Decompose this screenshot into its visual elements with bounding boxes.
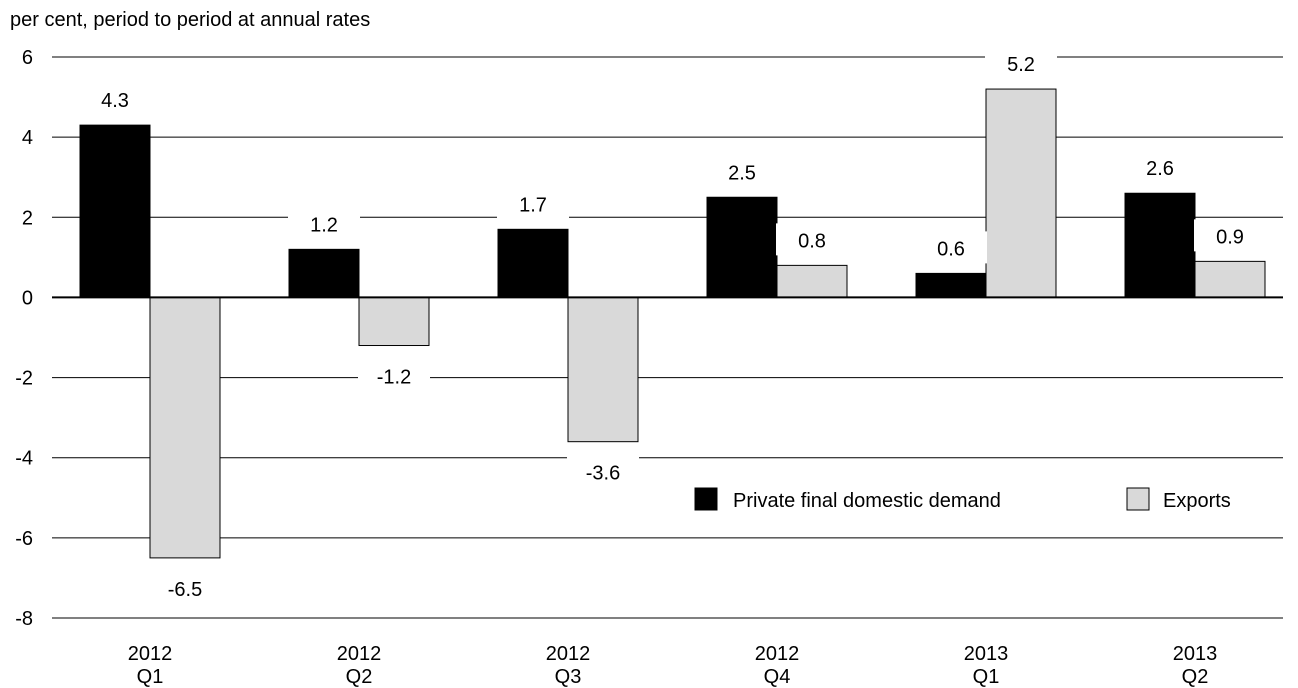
value-label: -6.5 [168, 579, 202, 601]
value-labels: 4.3 1.2 1.7 2.5 0.6 2.6 -6.5 -1.2 -3.6 0.8 5.2 0.9 [79, 47, 1266, 604]
bar-private-final-domestic-demand [1124, 192, 1196, 298]
y-tick-labels: 6 4 2 0 -2 -4 -6 -8 [15, 47, 33, 630]
x-tick-label-year: 2012 [128, 643, 173, 665]
value-label-bg [776, 223, 848, 256]
x-tick-label-year: 2012 [755, 643, 800, 665]
legend-label: Private final domestic demand [733, 490, 1001, 512]
y-axis-title: per cent, period to period at annual rat… [10, 9, 370, 31]
legend-label: Exports [1163, 490, 1231, 512]
bar-exports [358, 296, 430, 347]
value-label-bg [288, 207, 360, 240]
x-tick-label-quarter: Q4 [764, 666, 791, 688]
value-label-bg [497, 187, 569, 220]
bar-private-final-domestic-demand [288, 248, 360, 298]
x-tick-label-quarter: Q2 [1182, 666, 1209, 688]
x-tick-label-year: 2012 [337, 643, 382, 665]
x-tick-label-quarter: Q1 [973, 666, 1000, 688]
bars [79, 88, 1266, 559]
bar-exports [1194, 260, 1266, 298]
y-tick-label: -2 [15, 368, 33, 390]
gridlines [52, 56, 1283, 619]
bar-private-final-domestic-demand [79, 124, 151, 298]
value-label: 0.9 [1216, 226, 1244, 248]
value-label: 4.3 [101, 90, 129, 112]
value-label-bg [985, 47, 1057, 80]
y-tick-label: -4 [15, 448, 33, 470]
value-label-bg [149, 571, 221, 604]
x-tick-label-year: 2012 [546, 643, 591, 665]
value-label: 2.5 [728, 162, 756, 184]
y-tick-label: -8 [15, 608, 33, 630]
value-label: 1.7 [519, 194, 547, 216]
value-label: 0.6 [937, 238, 965, 260]
y-tick-label: 0 [22, 287, 33, 309]
value-label-bg [915, 231, 987, 264]
y-tick-label: 6 [22, 47, 33, 69]
x-tick-label-year: 2013 [964, 643, 1009, 665]
value-label: -1.2 [377, 367, 411, 389]
x-tick-label-quarter: Q3 [555, 666, 582, 688]
y-tick-label: -6 [15, 528, 33, 550]
legend: Private final domestic demand Exports [694, 487, 1231, 512]
bar-private-final-domestic-demand [706, 196, 778, 298]
value-label-bg [1194, 219, 1266, 252]
value-label: 0.8 [798, 230, 826, 252]
value-label-bg [79, 83, 151, 116]
legend-swatch [694, 487, 718, 511]
bar-private-final-domestic-demand [497, 228, 569, 298]
y-tick-label: 4 [22, 127, 33, 149]
x-tick-label-quarter: Q1 [137, 666, 164, 688]
bar-private-final-domestic-demand [915, 272, 987, 298]
value-label: 5.2 [1007, 54, 1035, 76]
bar-exports [149, 296, 221, 559]
x-tick-label-quarter: Q2 [346, 666, 373, 688]
value-label: -3.6 [586, 463, 620, 485]
value-label-bg [567, 455, 639, 488]
value-label-bg [706, 155, 778, 188]
y-tick-label: 2 [22, 207, 33, 229]
x-tick-label-year: 2013 [1173, 643, 1218, 665]
value-label-bg [1124, 151, 1196, 184]
value-label: 2.6 [1146, 158, 1174, 180]
value-label-bg [358, 359, 430, 392]
legend-swatch [1126, 487, 1150, 511]
bar-exports [567, 296, 639, 443]
value-label: 1.2 [310, 214, 338, 236]
bar-exports [985, 88, 1057, 298]
bar-exports [776, 264, 848, 298]
